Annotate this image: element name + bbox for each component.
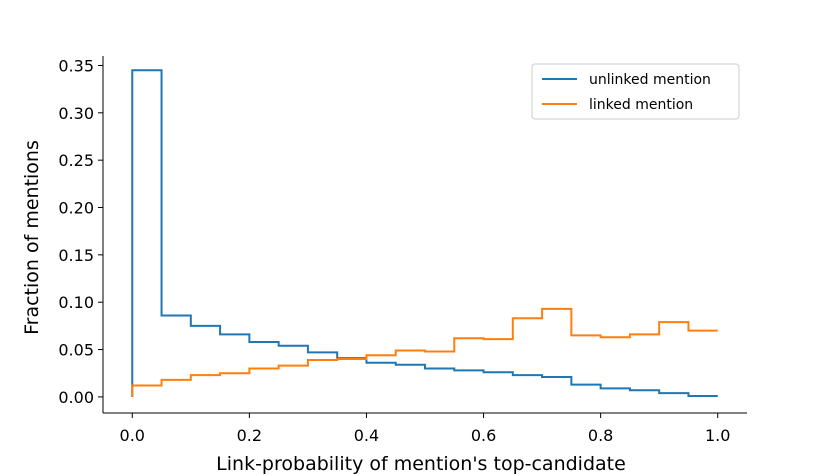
legend: unlinked mention linked mention xyxy=(531,63,740,120)
y-tick-label: 0.20 xyxy=(58,199,94,218)
x-tick-label: 0.8 xyxy=(588,426,613,445)
series-line-linked xyxy=(131,307,718,397)
x-tick-label: 0.0 xyxy=(120,426,145,445)
x-axis-label: Link-probability of mention's top-candid… xyxy=(216,453,626,475)
series-layer xyxy=(131,69,718,397)
y-tick-label: 0.10 xyxy=(58,293,94,312)
x-tick-label: 0.2 xyxy=(237,426,262,445)
y-tick-label: 0.25 xyxy=(58,151,94,170)
x-tick-label: 0.6 xyxy=(471,426,496,445)
y-axis-label: Fraction of mentions xyxy=(21,140,43,335)
y-tick-label: 0.05 xyxy=(58,341,94,360)
series-line-unlinked xyxy=(131,69,718,397)
y-tick-label: 0.30 xyxy=(58,104,94,123)
x-tick-label: 0.4 xyxy=(354,426,379,445)
legend-entry-label: linked mention xyxy=(589,97,693,113)
y-tick-label: 0.35 xyxy=(58,56,94,75)
legend-entry-label: unlinked mention xyxy=(589,72,711,88)
legend-box xyxy=(531,63,740,120)
x-tick-label: 1.0 xyxy=(705,426,730,445)
axes: 0.0 0.2 0.4 0.6 0.8 1.0 0.00 0.05 0.10 0.15 0.20 0.… xyxy=(58,56,747,445)
y-tick-label: 0.15 xyxy=(58,246,94,265)
y-tick-label: 0.00 xyxy=(58,388,94,407)
